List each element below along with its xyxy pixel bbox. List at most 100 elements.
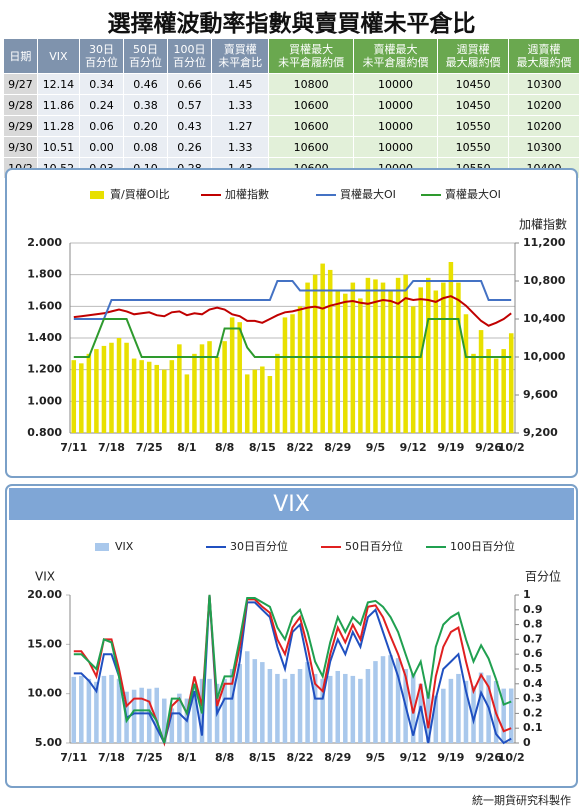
legend-swatch [95, 543, 109, 551]
legend-label: 加權指數 [225, 187, 269, 201]
x-tick-label: 7/18 [98, 441, 125, 454]
table-row: 9/30 10.51 0.00 0.08 0.26 1.33 10600 10000 10550… [3, 136, 580, 158]
column-header: 日期 [3, 38, 38, 74]
bar [335, 290, 341, 433]
bar [297, 669, 303, 743]
table-cell: 10.51 [36, 136, 81, 158]
y2-tick-label: 0.4 [523, 677, 543, 690]
bar [448, 678, 454, 743]
page-title: 選擇權波動率指數與賣買權未平倉比 [107, 11, 476, 37]
chart-panel: 賣/買權OI比 加權指數 買權最大OI 賣權最大OI加權指數0.8001.0001.2… [5, 168, 578, 478]
bar [358, 298, 363, 433]
legend-label: 賣/買權OI比 [110, 187, 170, 201]
bar [418, 287, 423, 433]
y2-tick-label: 0.1 [523, 721, 543, 734]
x-tick-label: 8/8 [215, 751, 234, 764]
bar [177, 344, 182, 433]
table-cell: 1.33 [211, 94, 270, 116]
y2-tick-label: 0.3 [523, 692, 543, 705]
chart-title: VIX [273, 492, 310, 517]
bar [131, 358, 137, 433]
y2-tick-label: 10,800 [523, 274, 566, 287]
bar [403, 274, 408, 433]
legend-label: 100日百分位 [450, 539, 515, 553]
bar [139, 687, 144, 743]
bar [418, 683, 423, 743]
bar [116, 338, 122, 433]
bar [320, 678, 325, 743]
legend-swatch [90, 191, 104, 199]
bar [146, 688, 152, 743]
legend-label: 50日百分位 [345, 539, 403, 553]
bar [244, 651, 250, 743]
y2-tick-label: 11,200 [523, 236, 566, 249]
table-cell: 10200 [508, 94, 580, 116]
bar [327, 269, 333, 433]
bar [154, 364, 159, 433]
table-cell: 9/29 [3, 115, 38, 137]
bar [169, 708, 175, 743]
y2-tick-label: 0.5 [523, 662, 543, 675]
table-cell: 10000 [352, 94, 439, 116]
table-cell: 0.66 [167, 73, 213, 95]
bar [237, 322, 242, 433]
table-cell: 9/28 [3, 94, 38, 116]
y-tick-label: 20.00 [27, 588, 62, 601]
table-cell: 10450 [437, 73, 510, 95]
table-cell: 10600 [268, 94, 354, 116]
bar [267, 669, 273, 743]
bar [456, 282, 461, 433]
bar [214, 357, 220, 433]
x-tick-label: 8/8 [215, 441, 234, 454]
bar [244, 374, 250, 433]
bar [109, 674, 114, 743]
y2-tick-label: 10,000 [523, 350, 566, 363]
y-tick-label: 0.800 [27, 426, 62, 439]
line [73, 280, 512, 320]
bar [124, 342, 129, 433]
legend-label: 賣權最大OI [445, 187, 501, 201]
bar [388, 290, 393, 433]
bar [463, 314, 469, 433]
bar [71, 676, 77, 743]
bar [229, 317, 235, 433]
bar [410, 306, 416, 433]
bar [501, 688, 506, 743]
column-header: 週買權 最大履約價 [437, 38, 510, 74]
x-tick-label: 8/1 [177, 441, 196, 454]
x-tick-label: 7/18 [98, 751, 125, 764]
table-cell: 12.14 [36, 73, 81, 95]
table-cell: 9/27 [3, 73, 38, 95]
bar [79, 675, 84, 743]
x-tick-label: 8/1 [177, 751, 196, 764]
x-tick-label: 8/22 [287, 441, 314, 454]
table-cell: 10000 [352, 73, 439, 95]
bar [501, 349, 506, 433]
y2-tick-label: 0.9 [523, 603, 543, 616]
table-cell: 10000 [352, 115, 439, 137]
table-cell: 10450 [437, 94, 510, 116]
y2-axis-title: 加權指數 [519, 217, 567, 232]
table-cell: 10600 [268, 115, 354, 137]
table-row: 9/29 11.28 0.06 0.20 0.43 1.27 10600 10000 10550… [3, 115, 580, 137]
y-tick-label: 5.00 [35, 736, 62, 749]
y2-tick-label: 9,600 [523, 388, 558, 401]
bar [350, 675, 356, 743]
column-header: 30日 百分位 [79, 38, 125, 74]
line [73, 594, 512, 747]
bar [282, 678, 288, 743]
line [73, 594, 512, 744]
bar [312, 673, 318, 743]
x-tick-label: 9/26 [475, 441, 502, 454]
bar [207, 678, 212, 743]
legend-label: VIX [115, 540, 134, 553]
line [73, 318, 512, 358]
x-tick-label: 8/15 [249, 751, 276, 764]
bar [177, 693, 182, 743]
bar [275, 353, 280, 433]
x-tick-label: 8/15 [249, 441, 276, 454]
bar [471, 353, 476, 433]
bar [267, 376, 273, 433]
y2-tick-label: 10,400 [523, 312, 566, 325]
